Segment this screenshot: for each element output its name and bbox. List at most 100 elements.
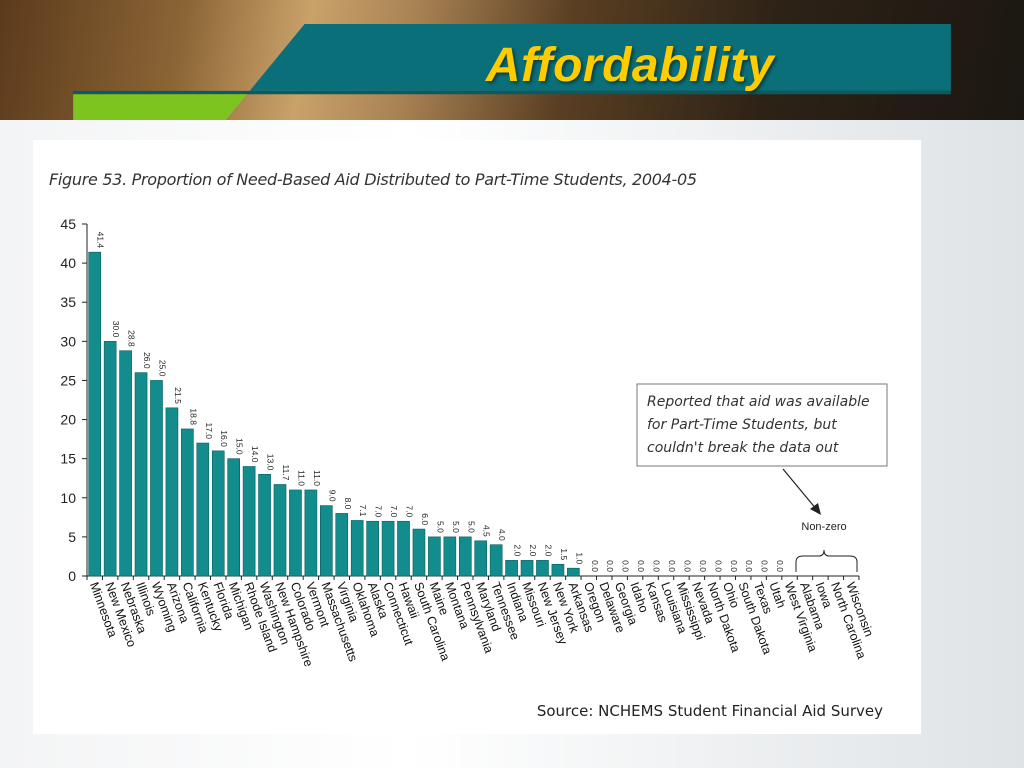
bar-label-new-hampshire: 11.7 <box>281 465 291 481</box>
bar-label-hawaii: 7.0 <box>405 505 415 517</box>
bar-label-oklahoma: 7.1 <box>358 505 368 517</box>
bar-label-arkansas: 1.0 <box>574 552 584 564</box>
bar-label-connecticut: 7.0 <box>389 505 399 517</box>
bar-label-new-mexico: 30.0 <box>111 321 121 338</box>
bar-new-jersey <box>536 560 549 577</box>
bar-label-georgia: 0.0 <box>621 560 631 572</box>
annotation-line-3: couldn't break the data out <box>647 440 839 456</box>
bar-connecticut <box>381 520 395 577</box>
annotation-arrow-line <box>782 468 818 511</box>
y-tick-label-15: 15 <box>60 451 76 467</box>
bar-new-mexico <box>103 341 117 577</box>
bar-label-north-dakota: 0.0 <box>713 560 723 572</box>
bar-virginia <box>335 513 349 577</box>
bar-new-york <box>551 563 565 577</box>
bar-label-kansas: 0.0 <box>652 560 662 572</box>
bar-pennsylvania <box>458 536 472 577</box>
bar-label-pennsylvania: 5.0 <box>466 521 476 533</box>
bar-label-oregon: 0.0 <box>590 560 600 572</box>
bar-illinois <box>134 372 148 577</box>
bar-label-alaska: 7.0 <box>374 505 384 517</box>
y-tick-label-10: 10 <box>60 490 76 506</box>
bar-florida <box>211 450 225 577</box>
bar-label-utah: 0.0 <box>775 560 785 572</box>
bar-washington <box>258 474 271 577</box>
bar-label-nevada: 0.0 <box>698 560 708 572</box>
bar-label-montana: 5.0 <box>451 521 461 533</box>
annotation-arrow-head <box>810 503 821 515</box>
annotation-line-1: Reported that aid was available <box>647 394 870 410</box>
bar-label-ohio: 0.0 <box>729 560 739 572</box>
bar-label-colorado: 11.0 <box>296 470 306 486</box>
bar-label-idaho: 0.0 <box>636 560 646 572</box>
bar-label-arizona: 21.5 <box>173 387 183 404</box>
bar-label-wyoming: 25.0 <box>157 360 167 377</box>
bar-label-indiana: 2.0 <box>513 545 523 557</box>
bar-colorado <box>289 489 302 577</box>
annotation-line-2: for Part-Time Students, but <box>647 417 837 433</box>
bar-label-south-carolina: 6.0 <box>420 513 430 525</box>
bar-label-nebraska: 28.8 <box>127 330 137 347</box>
bar-label-texas: 0.0 <box>760 560 770 572</box>
y-tick-label-40: 40 <box>60 255 76 271</box>
y-tick-label-0: 0 <box>68 568 76 584</box>
bar-label-vermont: 11.0 <box>312 470 322 486</box>
bar-missouri <box>520 560 534 577</box>
y-tick-label-25: 25 <box>60 372 76 388</box>
bar-california <box>181 428 194 577</box>
bar-indiana <box>505 560 518 577</box>
bar-new-hampshire <box>273 484 287 577</box>
bar-label-minnesota: 41.4 <box>96 232 106 249</box>
bar-label-michigan: 15.0 <box>235 438 245 455</box>
annotation: Reported that aid was available for Part… <box>636 383 888 572</box>
source-note: Source: NCHEMS Student Financial Aid Sur… <box>536 702 883 720</box>
chart-bars <box>88 251 580 577</box>
bar-label-mississippi: 0.0 <box>682 560 692 572</box>
y-tick-label-35: 35 <box>60 294 76 310</box>
y-tick-label-45: 45 <box>60 216 76 232</box>
chart-bar-labels: 41.4 30.0 28.8 26.0 25.0 21.5 18.8 17.0 16.0 15.0… <box>96 232 785 573</box>
slide-title: Affordability <box>485 39 775 92</box>
bar-label-virginia: 8.0 <box>343 498 353 510</box>
bar-kentucky <box>196 442 210 577</box>
bar-label-florida: 16.0 <box>219 430 229 447</box>
title-band-underline <box>73 90 951 95</box>
bar-michigan <box>227 458 241 577</box>
figure-caption: Figure 53. Proportion of Need-Based Aid … <box>49 170 697 189</box>
bar-arkansas <box>567 567 580 577</box>
bar-chart: 0 5 10 15 20 25 30 35 40 45 41.4 30.0 28.8 26.0 25.0 2… <box>60 216 888 669</box>
bar-label-maryland: 4.5 <box>482 525 492 537</box>
bar-label-california: 18.8 <box>188 408 198 425</box>
bar-nebraska <box>119 350 132 577</box>
bar-arizona <box>165 407 179 577</box>
bar-label-tennessee: 4.0 <box>497 529 507 541</box>
bar-label-illinois: 26.0 <box>142 352 152 369</box>
bar-label-missouri: 2.0 <box>528 545 538 557</box>
title-band-teal <box>249 24 951 91</box>
bar-label-louisiana: 0.0 <box>667 560 677 572</box>
y-tick-label-5: 5 <box>68 529 76 545</box>
bar-label-new-york: 1.5 <box>559 548 569 560</box>
bar-alaska <box>366 520 379 577</box>
bar-label-kentucky: 17.0 <box>204 422 214 439</box>
bar-maine <box>428 536 441 577</box>
bar-vermont <box>304 489 318 577</box>
bracket-label: Non-zero <box>801 521 846 533</box>
bar-minnesota <box>88 251 102 577</box>
bar-label-massachusetts: 9.0 <box>327 490 337 502</box>
bar-tennessee <box>489 544 503 577</box>
green-accent-bar <box>73 94 248 120</box>
bar-oklahoma <box>350 520 364 577</box>
bar-label-delaware: 0.0 <box>605 560 615 572</box>
y-tick-label-30: 30 <box>60 333 76 349</box>
annotation-box <box>636 383 888 467</box>
bar-label-south-dakota: 0.0 <box>744 560 754 572</box>
bar-rhode-island <box>242 466 256 577</box>
bar-label-maine: 5.0 <box>435 521 445 533</box>
title-band <box>73 24 951 120</box>
non-zero-bracket <box>795 549 858 572</box>
figure-card: Figure 53. Proportion of Need-Based Aid … <box>33 140 921 734</box>
bar-label-rhode-island: 14.0 <box>250 446 260 463</box>
y-tick-label-20: 20 <box>60 412 76 428</box>
